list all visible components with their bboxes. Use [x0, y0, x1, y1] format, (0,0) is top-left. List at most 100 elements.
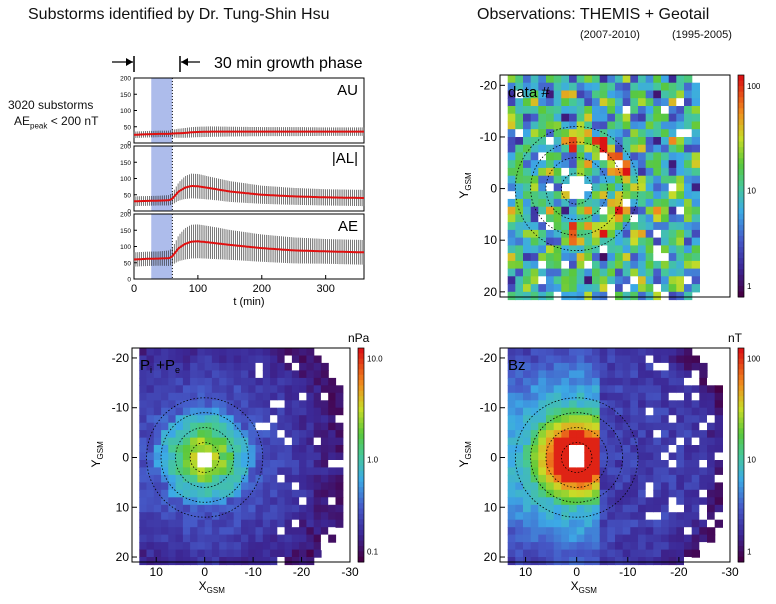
- heatmap-cell: [530, 253, 539, 262]
- heatmap-cell: [569, 489, 578, 498]
- heatmap-cell: [270, 377, 278, 386]
- heatmap-cell: [523, 284, 532, 293]
- heatmap-cell: [262, 497, 271, 506]
- heatmap-cell: [507, 237, 516, 246]
- heatmap-cell: [270, 355, 278, 364]
- heatmap-cell: [653, 542, 662, 551]
- heatmap-cell: [607, 237, 616, 246]
- heatmap-cell: [668, 452, 677, 461]
- heatmap-cell: [645, 527, 654, 536]
- heatmap-cell: [175, 549, 184, 558]
- heatmap-cell: [515, 482, 524, 491]
- heatmap-cell: [530, 519, 539, 528]
- heatmap-cell: [182, 355, 191, 364]
- heatmap-cell: [507, 160, 516, 169]
- heatmap-cell: [538, 152, 547, 161]
- heatmap-cell: [507, 370, 516, 379]
- heatmap-cell: [615, 214, 624, 223]
- heatmap-cell: [569, 497, 578, 506]
- heatmap-cell: [676, 385, 685, 394]
- heatmap-cell: [584, 206, 593, 215]
- heatmap-cell: [211, 504, 220, 513]
- heatmap-cell: [653, 90, 662, 99]
- y-tick-label: 20: [484, 285, 498, 299]
- heatmap-cell: [592, 430, 601, 439]
- heatmap-cell: [255, 474, 264, 483]
- heatmap-cell: [546, 519, 555, 528]
- heatmap-cell: [599, 75, 608, 84]
- colorbar-segment: [738, 412, 744, 419]
- heatmap-cell: [607, 557, 616, 566]
- heatmap-cell: [569, 198, 578, 208]
- heatmap-cell: [607, 385, 616, 394]
- heatmap-cell: [714, 430, 723, 439]
- heatmap-cell: [668, 415, 677, 424]
- heatmap-cell: [592, 229, 601, 239]
- heatmap-cell: [277, 400, 286, 409]
- heatmap-cell: [277, 497, 286, 506]
- heatmap-cell: [661, 183, 670, 192]
- heatmap-cell: [599, 370, 608, 379]
- heatmap-cell: [262, 557, 271, 566]
- heatmap-cell: [676, 489, 685, 498]
- heatmap-cell: [538, 175, 547, 184]
- heatmap-cell: [691, 268, 700, 277]
- heatmap-cell: [584, 445, 593, 454]
- y-tick-label: 150: [120, 160, 131, 167]
- heatmap-cell: [546, 183, 555, 192]
- heatmap-cell: [211, 557, 220, 566]
- heatmap-cell: [638, 377, 647, 386]
- heatmap-cell: [161, 467, 169, 476]
- heatmap-cell: [661, 152, 670, 161]
- heatmap-cell: [569, 291, 578, 301]
- heatmap-cell: [714, 437, 723, 446]
- heatmap-cell: [546, 415, 555, 424]
- heatmap-cell: [653, 392, 662, 401]
- heatmap-cell: [676, 129, 685, 138]
- y-axis-label: YGSM: [89, 441, 105, 468]
- heatmap-cell: [248, 437, 257, 446]
- heatmap-cell: [684, 445, 693, 454]
- heatmap-cell: [638, 557, 647, 566]
- heatmap-cell: [668, 206, 677, 215]
- heatmap-cell: [691, 504, 700, 513]
- heatmap-cell: [291, 534, 300, 543]
- heatmap-cell: [255, 362, 264, 371]
- heatmap-cell: [515, 82, 524, 91]
- heatmap-cell: [546, 557, 555, 566]
- heatmap-cell: [576, 129, 585, 138]
- heatmap-cell: [175, 467, 184, 476]
- heatmap-cell: [622, 191, 631, 200]
- heatmap-cell: [645, 167, 654, 177]
- colorbar-segment: [358, 460, 364, 467]
- heatmap-cell: [599, 284, 608, 293]
- heatmap-cell: [313, 437, 322, 446]
- colorbar-segment: [738, 163, 744, 170]
- heatmap-cell: [219, 527, 228, 536]
- heatmap-cell: [684, 392, 693, 401]
- heatmap-cell: [313, 549, 322, 558]
- heatmap-cell: [553, 482, 562, 491]
- heatmap-cell: [638, 542, 647, 551]
- heatmap-cell: [546, 276, 555, 285]
- colorbar-segment: [738, 471, 744, 477]
- heatmap-cell: [523, 175, 532, 184]
- heatmap-cell: [707, 519, 716, 528]
- heatmap-cell: [328, 452, 337, 461]
- heatmap-cell: [270, 445, 278, 454]
- heatmap-cell: [584, 422, 593, 431]
- heatmap-cell: [607, 534, 616, 543]
- heatmap-cell: [538, 113, 547, 122]
- heatmap-cell: [211, 527, 220, 536]
- heatmap-cell: [139, 534, 148, 543]
- heatmap-cell: [622, 175, 631, 184]
- colorbar: [738, 75, 744, 298]
- heatmap-cell: [182, 422, 191, 431]
- heatmap-cell: [645, 489, 654, 498]
- heatmap-cell: [197, 557, 206, 566]
- heatmap-cell: [262, 549, 271, 558]
- heatmap-cell: [233, 385, 242, 394]
- heatmap-cell: [561, 362, 570, 371]
- colorbar-segment: [738, 258, 744, 265]
